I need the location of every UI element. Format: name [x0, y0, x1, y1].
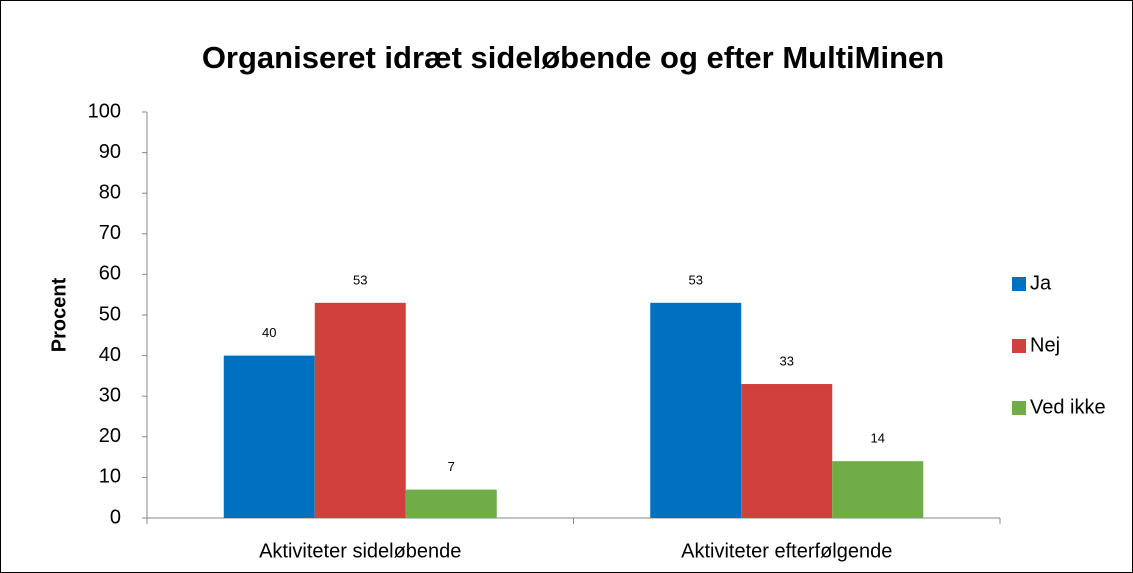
- value-label: 7: [448, 459, 455, 474]
- bar: [314, 302, 406, 518]
- value-label: 53: [689, 272, 703, 287]
- value-label: 14: [871, 431, 885, 446]
- bar: [405, 489, 497, 518]
- y-tick-label: 20: [99, 425, 121, 447]
- bar: [832, 461, 924, 518]
- bar: [741, 384, 833, 518]
- y-tick-label: 90: [99, 141, 121, 163]
- chart-title: Organiseret idræt sideløbende og efter M…: [202, 40, 944, 75]
- legend-swatch: [1012, 401, 1026, 415]
- legend-swatch: [1012, 339, 1026, 353]
- y-tick-label: 80: [99, 181, 121, 203]
- y-tick-label: 50: [99, 303, 121, 325]
- x-tick-label: Aktiviteter efterfølgende: [681, 540, 892, 562]
- y-tick-label: 0: [110, 506, 121, 528]
- y-tick-label: 10: [99, 466, 121, 488]
- y-tick-label: 70: [99, 222, 121, 244]
- y-axis-label: Procent: [48, 277, 70, 352]
- y-tick-label: 30: [99, 384, 121, 406]
- value-label: 40: [262, 325, 276, 340]
- value-label: 33: [780, 353, 794, 368]
- value-label: 53: [353, 272, 367, 287]
- legend-label: Ja: [1030, 272, 1052, 294]
- legend-label: Ved ikke: [1030, 396, 1106, 418]
- bar: [650, 302, 742, 518]
- x-tick-label: Aktiviteter sideløbende: [259, 540, 461, 562]
- y-tick-label: 100: [88, 100, 121, 122]
- bar: [223, 355, 315, 518]
- y-tick-label: 40: [99, 344, 121, 366]
- legend-label: Nej: [1030, 334, 1060, 356]
- y-tick-label: 60: [99, 263, 121, 285]
- legend-swatch: [1012, 277, 1026, 291]
